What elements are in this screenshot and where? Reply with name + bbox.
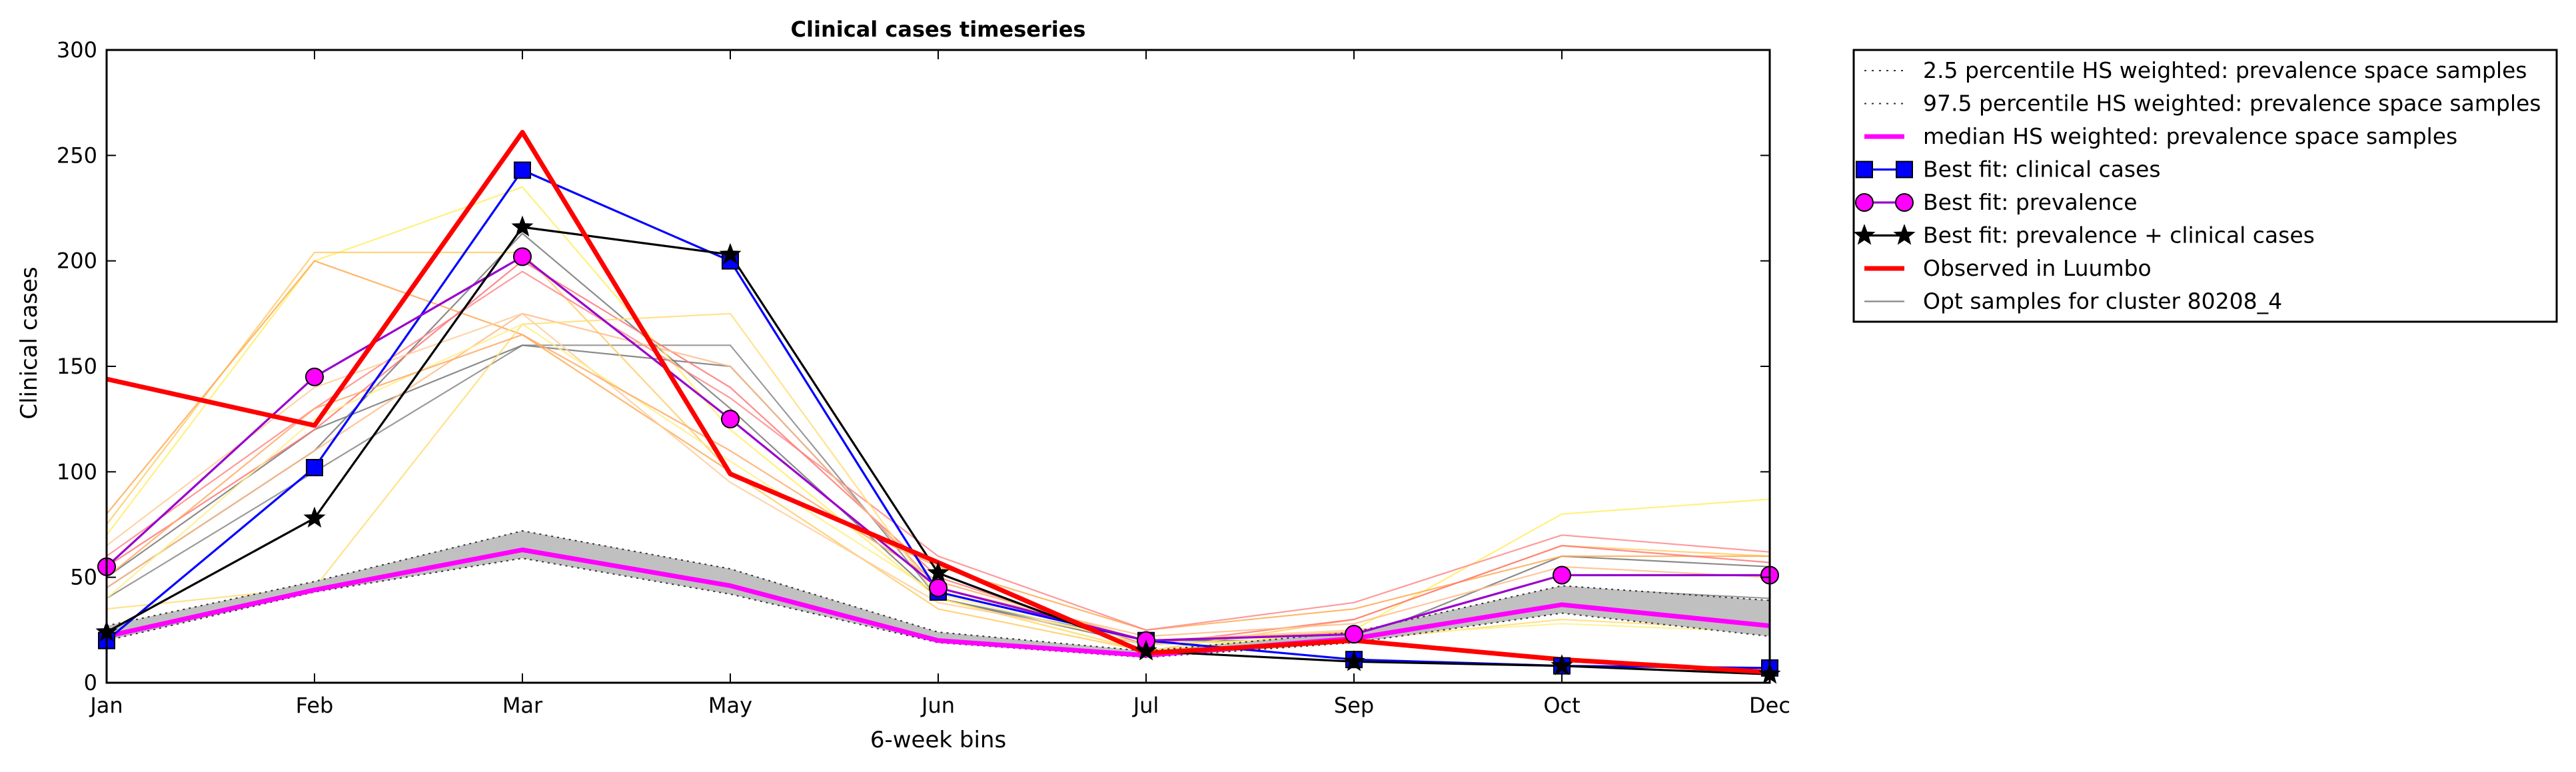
data-point — [1343, 649, 1365, 671]
data-point — [514, 161, 531, 179]
legend-marker — [1855, 193, 1874, 212]
data-point — [719, 242, 742, 264]
x-tick-label: Jan — [89, 693, 123, 718]
lower-percentile-line — [107, 558, 1770, 659]
y-tick-label: 300 — [57, 37, 97, 63]
legend-marker — [1893, 224, 1916, 245]
legend-label: median HS weighted: prevalence space sam… — [1923, 123, 2457, 149]
y-tick-label: 0 — [84, 670, 97, 695]
axis-ticks: Jan Feb Mar May Jun Jul Sep Oct Dec 0 50 100 150 200 2… — [57, 37, 1790, 718]
data-point — [927, 561, 950, 583]
data-point — [305, 367, 324, 386]
legend-marker — [1895, 193, 1914, 212]
legend-label: Observed in Luumbo — [1923, 255, 2152, 281]
data-point — [1553, 566, 1571, 585]
series-line — [107, 548, 1770, 658]
percentile-band — [107, 530, 1770, 659]
y-tick-label: 150 — [57, 354, 97, 379]
x-tick-label: Sep — [1334, 693, 1374, 718]
legend-label: Best fit: clinical cases — [1923, 157, 2161, 183]
legend: 2.5 percentile HS weighted: prevalence s… — [1852, 49, 2558, 323]
legend-label: Opt samples for cluster 80208_4 — [1923, 288, 2282, 314]
legend-marker — [1856, 161, 1873, 179]
data-point — [303, 506, 326, 528]
y-tick-label: 250 — [57, 143, 97, 168]
data-point — [513, 247, 532, 266]
x-tick-label: May — [708, 693, 752, 718]
y-axis-label: Clinical cases — [16, 266, 43, 419]
data-point — [721, 410, 740, 429]
legend-label: Best fit: prevalence + clinical cases — [1923, 222, 2315, 248]
x-axis-label: 6-week bins — [870, 727, 1006, 753]
y-tick-label: 100 — [57, 459, 97, 484]
x-tick-label: Jun — [920, 693, 955, 718]
data-point — [1135, 639, 1157, 661]
legend-marker — [1853, 224, 1876, 245]
x-tick-label: Mar — [502, 693, 543, 718]
data-point — [306, 459, 323, 476]
percentile-band-fill — [107, 531, 1770, 657]
data-point — [1551, 654, 1573, 675]
legend-box — [1852, 49, 2558, 323]
x-tick-label: Oct — [1543, 693, 1580, 718]
chart-title: Clinical cases timeseries — [791, 17, 1086, 42]
data-point — [929, 578, 948, 597]
y-tick-label: 200 — [57, 248, 97, 274]
x-tick-label: Dec — [1749, 693, 1790, 718]
legend-label: 97.5 percentile HS weighted: prevalence … — [1923, 91, 2541, 117]
x-tick-label: Jul — [1132, 693, 1159, 718]
data-point — [511, 215, 534, 237]
x-tick-label: Feb — [296, 693, 334, 718]
legend-label: Best fit: prevalence — [1923, 189, 2138, 215]
legend-label: 2.5 percentile HS weighted: prevalence s… — [1923, 57, 2527, 83]
y-tick-label: 50 — [70, 565, 97, 590]
data-point — [1345, 625, 1363, 644]
legend-marker — [1896, 161, 1913, 179]
